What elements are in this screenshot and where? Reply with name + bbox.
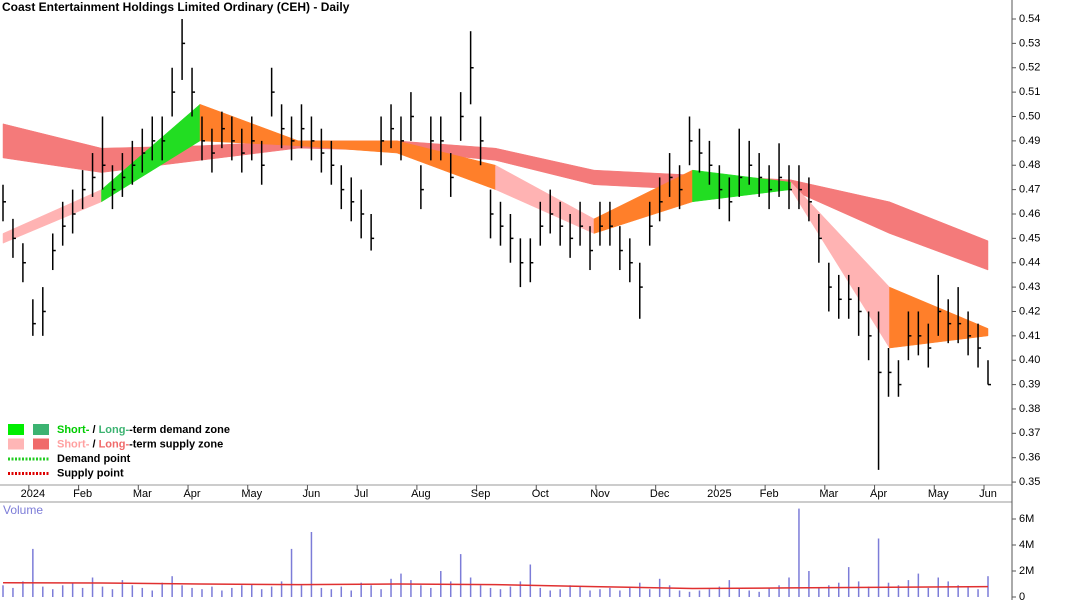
- y-tick-label: 0.48: [1019, 159, 1040, 171]
- x-tick-label: 2025: [707, 488, 731, 500]
- chart-title: Coast Entertainment Holdings Limited Ord…: [2, 0, 350, 14]
- x-tick-label: Jun: [979, 488, 997, 500]
- y-tick-label: 0.46: [1019, 208, 1040, 220]
- legend-text: Supply point: [57, 467, 124, 479]
- x-tick-label: Dec: [650, 488, 670, 500]
- x-tick-label: Oct: [532, 488, 549, 500]
- y-tick-label: 0.47: [1019, 184, 1040, 196]
- x-tick-label: Feb: [73, 488, 92, 500]
- legend-label: Supply point: [57, 467, 124, 479]
- y-tick-label: 0.54: [1019, 13, 1040, 25]
- y-tick-label: 0.44: [1019, 257, 1040, 269]
- legend-text: -term supply zone: [129, 438, 223, 450]
- y-tick-label: 0.51: [1019, 86, 1040, 98]
- y-tick-label: 0.49: [1019, 135, 1040, 147]
- legend-swatch: [8, 438, 24, 450]
- x-tick-label: 2024: [21, 488, 45, 500]
- x-tick-label: Mar: [133, 488, 152, 500]
- y-tick-label: 0.40: [1019, 354, 1040, 366]
- y-tick-label: 0.39: [1019, 378, 1040, 390]
- x-tick-label: Mar: [819, 488, 838, 500]
- x-tick-label: Apr: [870, 488, 887, 500]
- x-tick-label: Feb: [760, 488, 779, 500]
- legend-label: Short- / Long--term demand zone: [57, 424, 230, 436]
- legend-text: Long-: [99, 438, 130, 450]
- legend-text: /: [89, 424, 98, 436]
- y-tick-label: 0: [1019, 591, 1025, 600]
- x-tick-label: Jun: [303, 488, 321, 500]
- x-tick-label: Sep: [471, 488, 491, 500]
- y-tick-label: 0.52: [1019, 62, 1040, 74]
- x-tick-label: Aug: [411, 488, 431, 500]
- y-tick-label: 0.36: [1019, 452, 1040, 464]
- x-tick-label: Nov: [590, 488, 610, 500]
- legend-label: Short- / Long--term supply zone: [57, 438, 223, 450]
- legend-text: Short-: [57, 424, 90, 436]
- x-tick-label: Apr: [183, 488, 200, 500]
- legend-text: -term demand zone: [129, 424, 230, 436]
- volume-average: [2, 581, 989, 590]
- legend-text: /: [89, 438, 98, 450]
- legend-label: Demand point: [57, 453, 131, 465]
- x-tick-label: May: [241, 488, 262, 500]
- legend-text: Demand point: [57, 453, 131, 465]
- volume-title: Volume: [3, 503, 43, 517]
- y-tick-label: 2M: [1019, 565, 1034, 577]
- legend-swatch: [33, 438, 49, 450]
- y-tick-label: 0.43: [1019, 281, 1040, 293]
- y-tick-label: 0.53: [1019, 37, 1040, 49]
- y-tick-label: 0.42: [1019, 305, 1040, 317]
- legend-swatch: [33, 424, 49, 435]
- legend-swatch: [8, 424, 24, 435]
- y-tick-label: 0.45: [1019, 232, 1040, 244]
- x-tick-label: May: [928, 488, 949, 500]
- y-tick-label: 0.35: [1019, 476, 1040, 488]
- y-tick-label: 4M: [1019, 539, 1034, 551]
- x-tick-label: Jul: [354, 488, 368, 500]
- y-tick-label: 6M: [1019, 513, 1034, 525]
- y-tick-label: 0.37: [1019, 427, 1040, 439]
- y-tick-label: 0.50: [1019, 110, 1040, 122]
- y-tick-label: 0.38: [1019, 403, 1040, 415]
- legend-text: Short-: [57, 438, 90, 450]
- band-segment: [889, 201, 989, 271]
- y-tick-label: 0.41: [1019, 330, 1040, 342]
- legend-text: Long-: [99, 424, 130, 436]
